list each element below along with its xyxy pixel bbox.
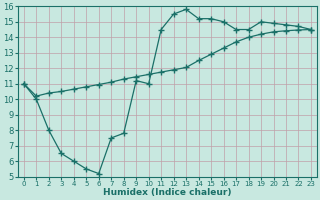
X-axis label: Humidex (Indice chaleur): Humidex (Indice chaleur) [103, 188, 232, 197]
